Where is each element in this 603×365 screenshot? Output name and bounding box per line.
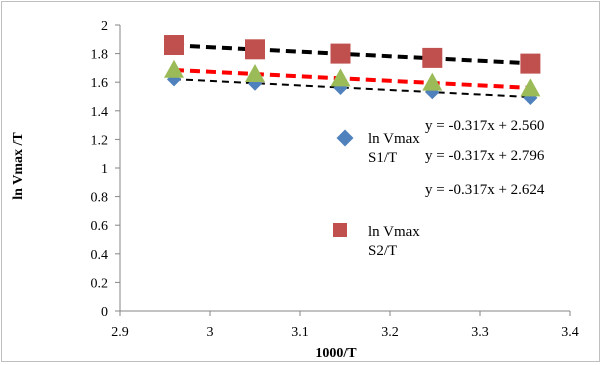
square-point xyxy=(330,43,351,64)
legend-item-s1: ln Vmax S1/T xyxy=(336,129,420,166)
x-tick-label: 3.3 xyxy=(471,325,489,340)
y-axis-ticks: 0 0.2 0.4 0.6 0.8 1 1.2 1.4 1.6 1.8 2 xyxy=(91,19,120,320)
y-tick-label: 0.6 xyxy=(91,219,109,234)
y-tick-label: 0.2 xyxy=(91,276,109,291)
trendline-series-1 xyxy=(173,78,531,99)
y-tick-label: 1.6 xyxy=(91,76,109,91)
trendline-series-3 xyxy=(173,67,531,90)
y-tick-label: 1.4 xyxy=(91,105,109,120)
y-tick-label: 1 xyxy=(101,162,108,177)
y-tick-label: 1.2 xyxy=(91,133,109,148)
trendline-series-2 xyxy=(173,43,531,66)
legend-label-s2-line2: S2/T xyxy=(368,243,397,259)
trendline-equation-3: y = -0.317x + 2.624 xyxy=(425,182,545,198)
legend-label-s2-line1: ln Vmax xyxy=(368,224,420,240)
square-point xyxy=(422,47,443,68)
legend-label-s1-line1: ln Vmax xyxy=(368,131,420,147)
data-markers xyxy=(164,35,541,106)
triangle-point xyxy=(245,64,265,83)
triangle-point xyxy=(164,59,184,78)
axes xyxy=(119,25,570,312)
square-point xyxy=(245,39,265,60)
triangle-point xyxy=(330,68,351,87)
y-axis-title: ln Vmax /T xyxy=(11,132,26,200)
x-tick-label: 3.4 xyxy=(561,325,579,340)
y-tick-label: 0.8 xyxy=(91,191,109,206)
x-tick-label: 3 xyxy=(207,325,214,340)
x-tick-label: 3.1 xyxy=(291,325,309,340)
trendline-equation-2: y = -0.317x + 2.796 xyxy=(425,148,545,164)
x-tick-label: 2.9 xyxy=(111,325,129,340)
legend-label-s1-line2: S1/T xyxy=(368,150,397,166)
trendline-equation-1: y = -0.317x + 2.560 xyxy=(425,118,544,134)
y-tick-label: 0 xyxy=(101,305,108,320)
square-point xyxy=(520,53,541,74)
legend-diamond-marker xyxy=(336,129,354,147)
triangle-point xyxy=(422,72,443,91)
y-tick-label: 1.8 xyxy=(91,48,109,63)
legend-square-marker xyxy=(333,223,347,237)
x-axis-title: 1000/T xyxy=(315,346,357,361)
x-tick-label: 3.2 xyxy=(381,325,399,340)
trendlines xyxy=(173,43,531,99)
legend: ln Vmax S1/T ln Vmax S2/T xyxy=(333,129,420,259)
square-point xyxy=(164,35,184,56)
y-tick-label: 0.4 xyxy=(91,248,109,263)
y-tick-label: 2 xyxy=(101,19,108,34)
x-axis-ticks: 2.9 3 3.1 3.2 3.3 3.4 xyxy=(111,311,579,340)
triangle-point xyxy=(520,78,541,97)
legend-item-s2: ln Vmax S2/T xyxy=(333,223,420,259)
